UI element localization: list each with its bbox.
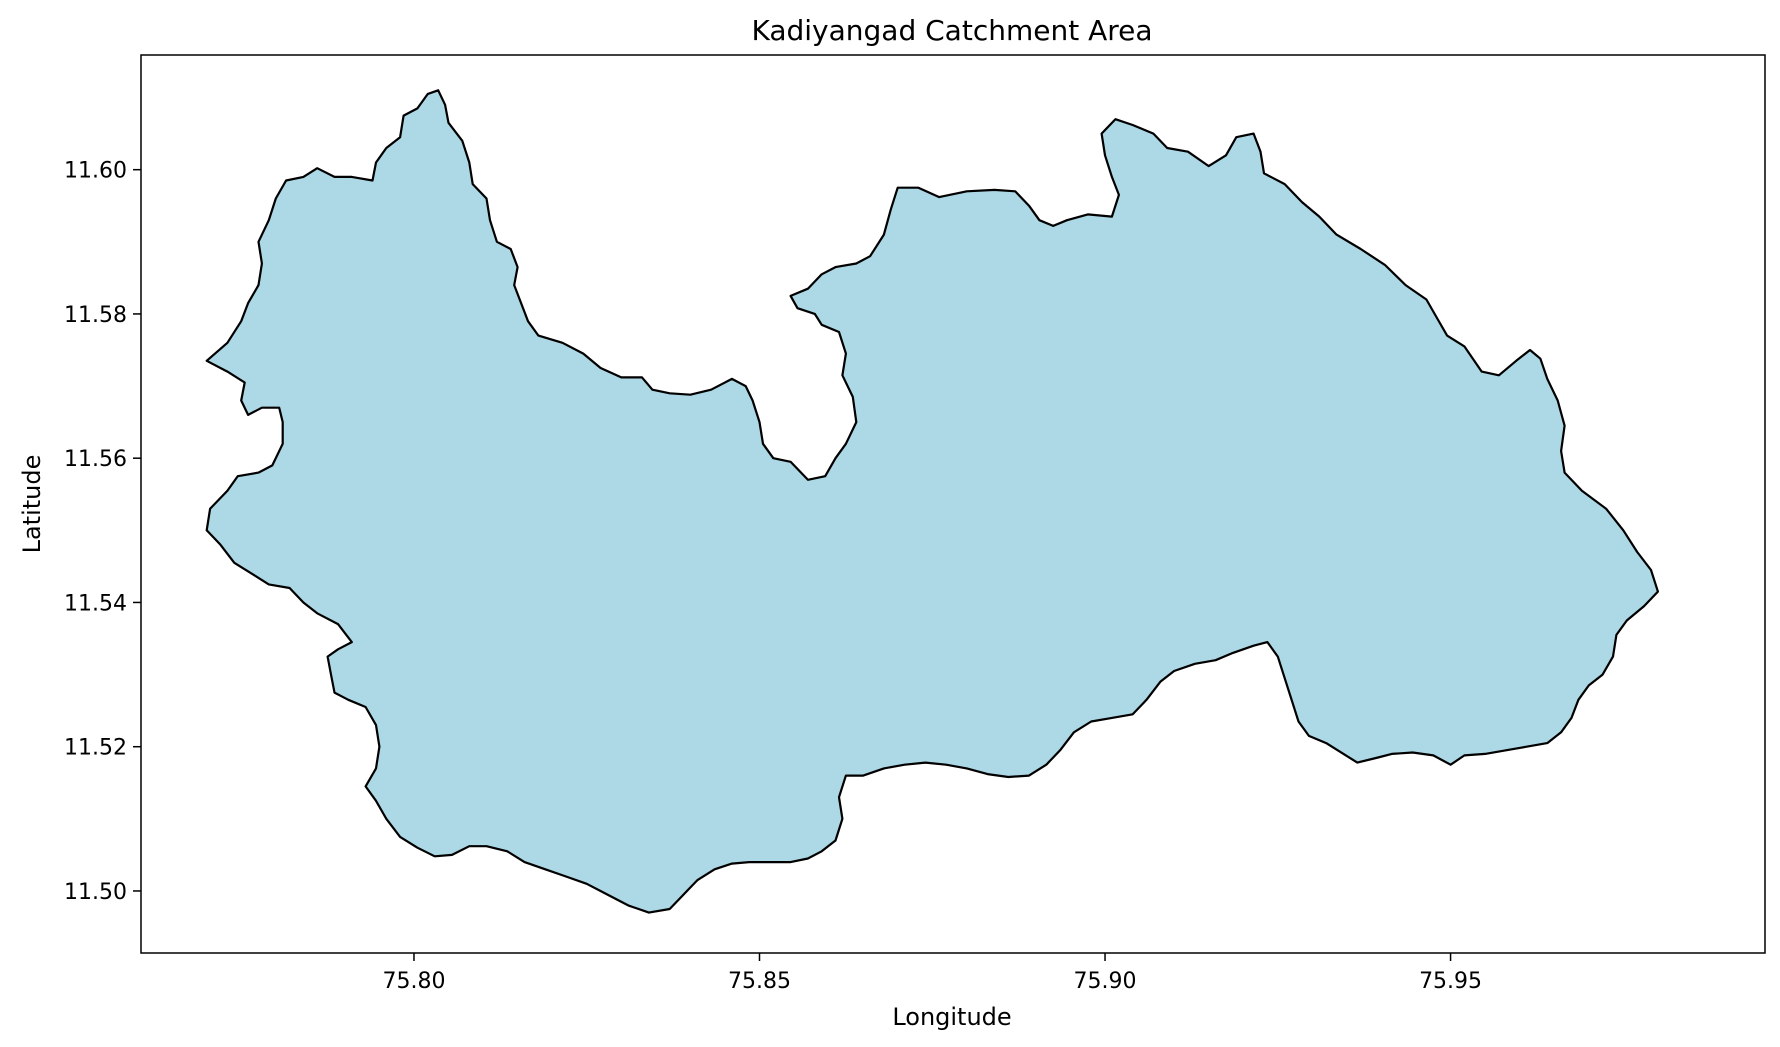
y-tick-label: 11.54: [64, 591, 127, 616]
x-tick-label: 75.90: [1074, 969, 1137, 994]
y-tick-label: 11.52: [64, 736, 127, 761]
plot-frame: [140, 54, 1766, 954]
x-axis-label: Longitude: [892, 1003, 1011, 1031]
y-tick-label: 11.60: [64, 159, 127, 184]
plot-area: [140, 54, 1766, 954]
x-axis-ticks: 75.80 75.85 75.90 75.95: [382, 953, 1482, 994]
catchment-area-polygon: [205, 89, 1659, 914]
y-axis-label: Latitude: [18, 455, 46, 554]
x-tick-label: 75.95: [1419, 969, 1482, 994]
y-axis-ticks: 11.50 11.52 11.54 11.56 11.58 11.60: [64, 159, 141, 905]
y-tick-label: 11.50: [64, 880, 127, 905]
x-tick-label: 75.80: [382, 969, 445, 994]
y-tick-label: 11.56: [64, 447, 127, 472]
chart-title: Kadiyangad Catchment Area: [751, 14, 1152, 47]
y-tick-label: 11.58: [64, 303, 127, 328]
x-tick-label: 75.85: [728, 969, 791, 994]
